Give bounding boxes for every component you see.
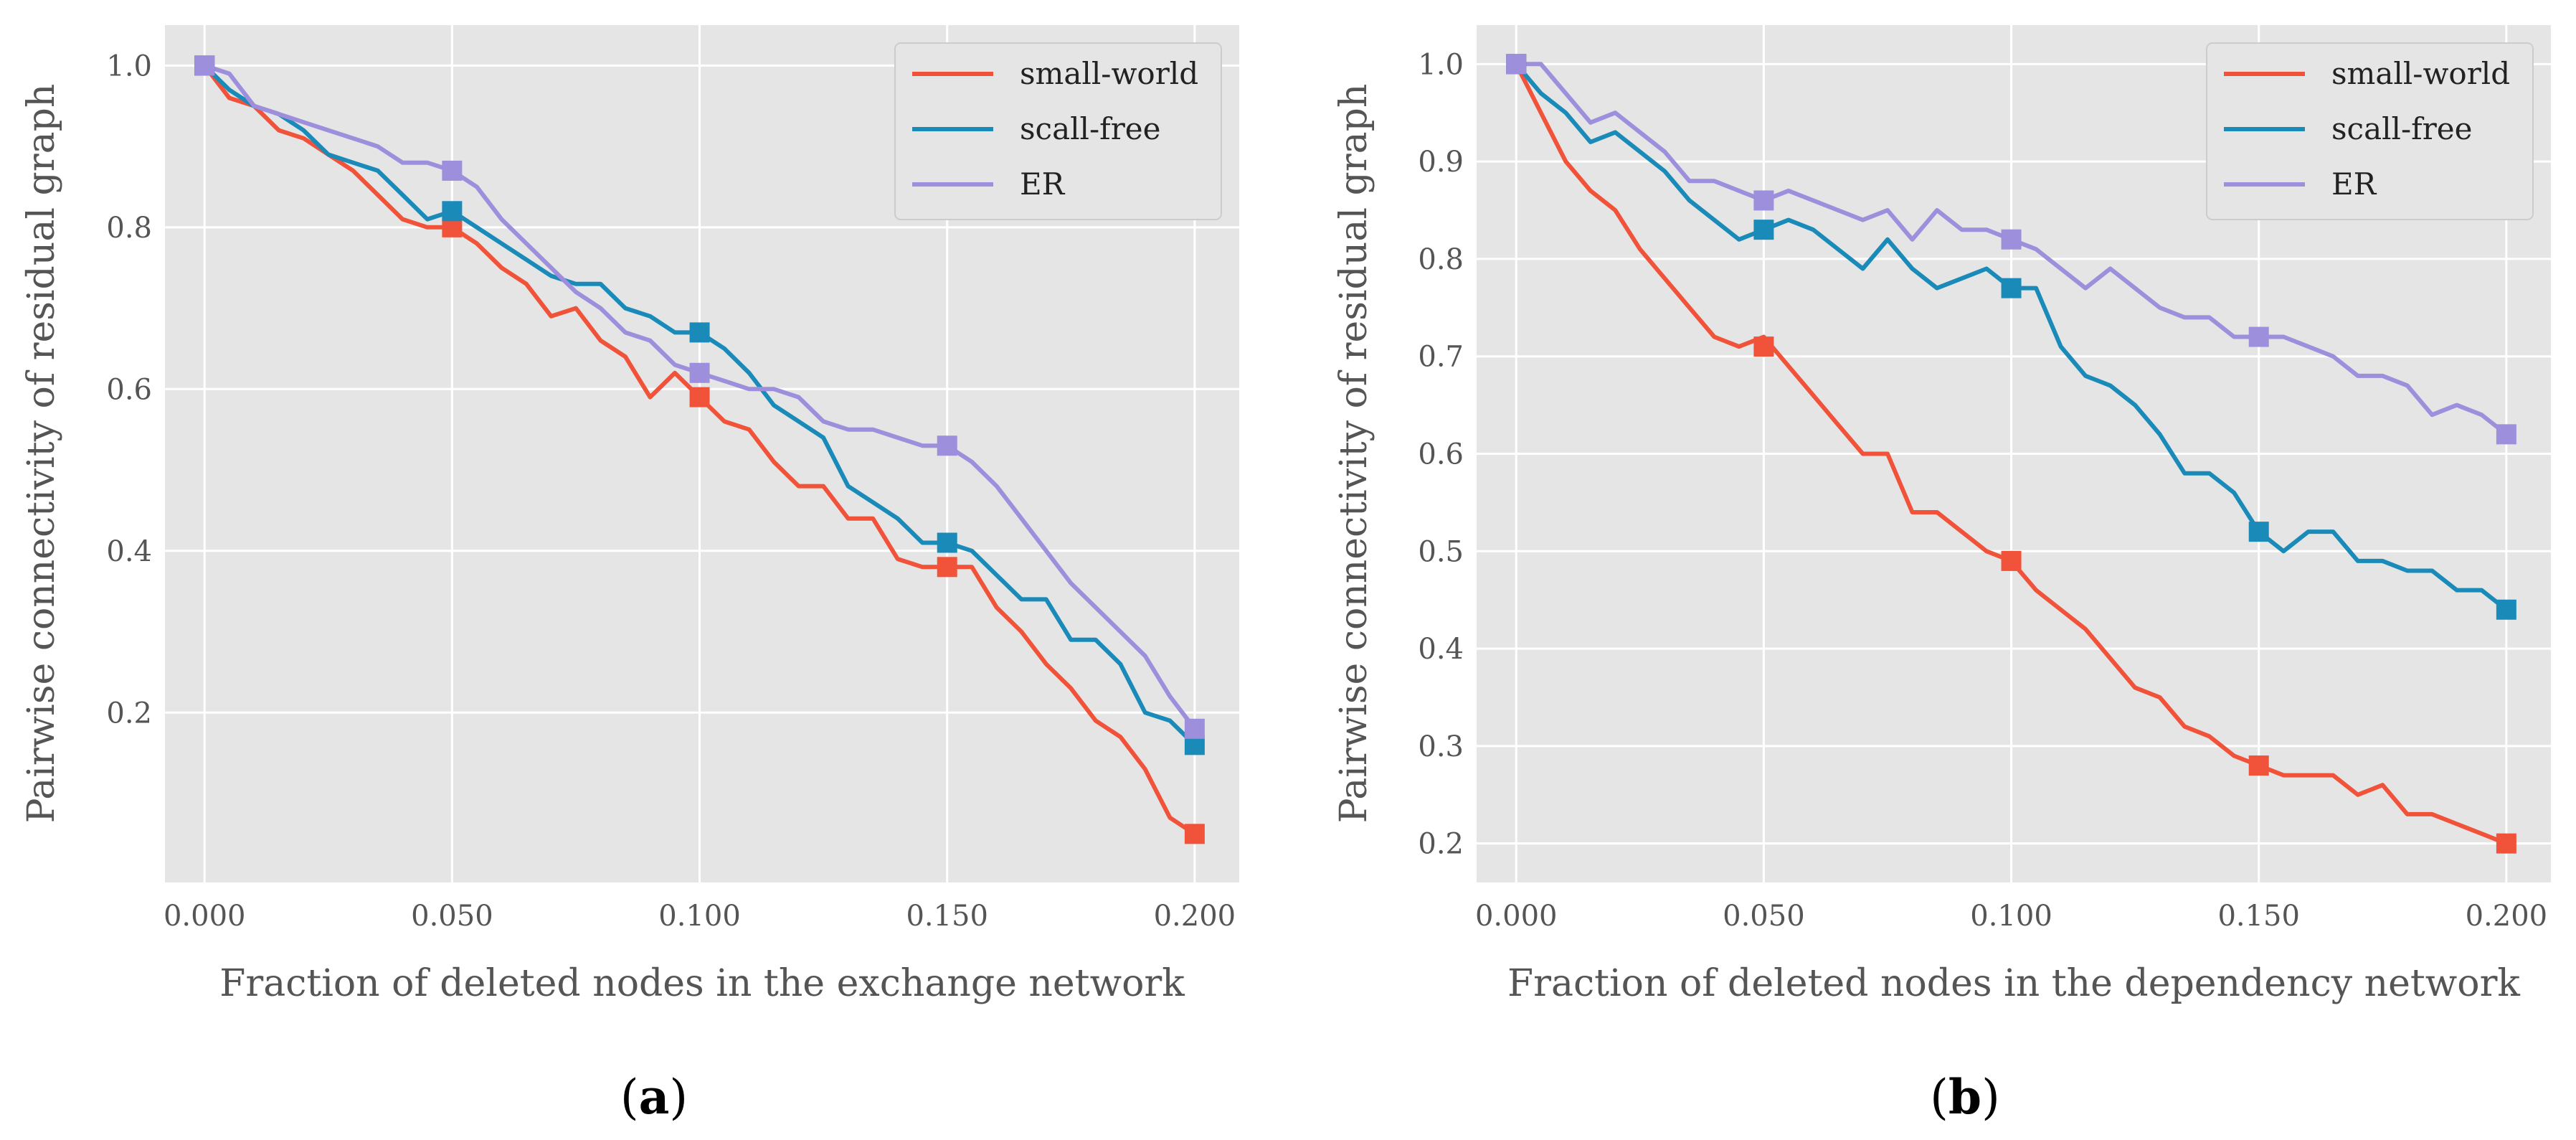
- legend-label-er-a: ER: [1020, 166, 1066, 202]
- x-tick-label-a-2: 0.100: [658, 900, 741, 933]
- caption-letter-a: a: [639, 1069, 670, 1125]
- y-axis-label-a: Pairwise connectivity of residual graph: [20, 84, 63, 824]
- y-tick-label-a-4: 1.0: [106, 50, 152, 83]
- marker-small-world-a-2: [689, 387, 710, 408]
- legend-box-a: [894, 42, 1222, 220]
- legend-label-er-b: ER: [2331, 166, 2377, 202]
- y-tick-label-b-0: 0.2: [1418, 828, 1464, 861]
- x-axis-label-b: Fraction of deleted nodes in the depende…: [1507, 962, 2520, 1005]
- marker-scall-free-a-3: [937, 532, 957, 553]
- y-tick-labels-a: 0.2 0.4 0.6 0.8 1.0: [106, 50, 152, 730]
- marker-er-a-4: [1184, 718, 1205, 739]
- y-tick-label-b-3: 0.5: [1418, 535, 1464, 568]
- marker-er-b-0: [1506, 54, 1527, 75]
- marker-small-world-b-2: [2001, 550, 2022, 571]
- x-tick-label-b-4: 0.200: [2466, 900, 2548, 933]
- marker-scall-free-a-2: [689, 322, 710, 343]
- panel-b: 0.20.30.40.50.60.70.80.91.0 0.000 0.050 0.…: [1332, 25, 2551, 1125]
- marker-scall-free-b-3: [2248, 522, 2269, 542]
- y-axis-label-b: Pairwise connectivity of residual graph: [1332, 84, 1375, 824]
- x-axis-label-a: Fraction of deleted nodes in the exchang…: [219, 962, 1185, 1005]
- caption-letter-b: b: [1948, 1069, 1981, 1125]
- marker-er-a-3: [937, 435, 957, 456]
- y-tick-label-b-5: 0.7: [1418, 341, 1464, 374]
- marker-er-b-1: [1753, 190, 1774, 211]
- y-tick-label-a-2: 0.6: [106, 373, 152, 406]
- y-tick-label-b-8: 1.0: [1418, 48, 1464, 81]
- x-tick-label-b-3: 0.150: [2217, 900, 2300, 933]
- x-tick-label-a-1: 0.050: [411, 900, 493, 933]
- y-tick-labels-b: 0.2 0.3 0.4 0.5 0.6 0.7 0.8 0.9 1.0: [1418, 48, 1464, 860]
- x-tick-label-b-2: 0.100: [1970, 900, 2052, 933]
- marker-er-a-0: [194, 55, 215, 76]
- legend-label-small-world-a: small-world: [1020, 56, 1198, 91]
- marker-scall-free-b-2: [2001, 278, 2022, 298]
- x-tick-labels-a: 0.000 0.050 0.100 0.150 0.200: [164, 900, 1236, 933]
- y-tick-label-b-4: 0.6: [1418, 438, 1464, 471]
- x-tick-label-a-0: 0.000: [164, 900, 246, 933]
- y-tick-label-a-3: 0.8: [106, 212, 152, 245]
- panel-a: 0.2 0.4 0.6 0.8 1.0 0.000 0.050 0.100 0.150 0.20…: [20, 25, 1239, 1125]
- series-markers-b: [1506, 54, 2516, 854]
- x-tick-label-b-1: 0.050: [1723, 900, 1805, 933]
- marker-er-b-3: [2248, 326, 2269, 347]
- marker-small-world-b-1: [1753, 336, 1774, 357]
- y-tick-label-b-2: 0.4: [1418, 633, 1464, 666]
- x-tick-label-a-4: 0.200: [1154, 900, 1236, 933]
- y-tick-label-b-6: 0.8: [1418, 243, 1464, 276]
- legend-a: small-world scall-free ER: [894, 42, 1222, 220]
- marker-small-world-b-4: [2496, 833, 2516, 854]
- marker-scall-free-b-4: [2496, 599, 2516, 620]
- series-markers-a: [194, 55, 1205, 844]
- marker-scall-free-b-1: [1753, 220, 1774, 240]
- y-tick-label-a-0: 0.2: [106, 697, 152, 730]
- legend-b: small-world scall-free ER: [2206, 42, 2534, 220]
- x-tick-label-a-3: 0.150: [906, 900, 988, 933]
- y-tick-label-b-1: 0.3: [1418, 730, 1464, 763]
- marker-er-a-2: [689, 362, 710, 383]
- caption-b: (b): [1930, 1069, 2000, 1125]
- marker-er-b-4: [2496, 424, 2516, 445]
- legend-label-scall-free-a: scall-free: [1020, 111, 1161, 146]
- marker-er-b-2: [2001, 229, 2022, 250]
- y-tick-label-a-1: 0.4: [106, 535, 152, 568]
- caption-a: (a): [620, 1069, 688, 1125]
- y-tick-label-b-7: 0.9: [1418, 146, 1464, 179]
- x-tick-labels-b: 0.000 0.050 0.100 0.150 0.200: [1475, 900, 2547, 933]
- marker-small-world-a-3: [937, 557, 957, 578]
- marker-small-world-b-3: [2248, 755, 2269, 776]
- legend-box-b: [2206, 42, 2534, 220]
- marker-scall-free-a-1: [442, 201, 463, 222]
- legend-label-scall-free-b: scall-free: [2331, 111, 2473, 146]
- marker-er-a-1: [442, 160, 463, 181]
- legend-label-small-world-b: small-world: [2331, 56, 2510, 91]
- marker-small-world-a-4: [1184, 824, 1205, 844]
- x-tick-label-b-0: 0.000: [1475, 900, 1558, 933]
